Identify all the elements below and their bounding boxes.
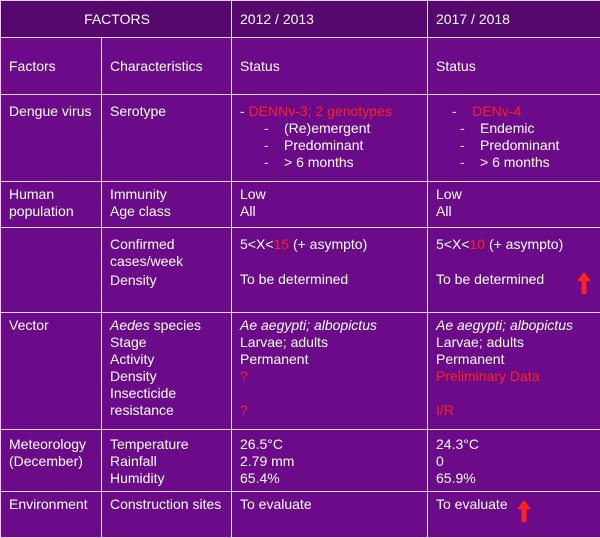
factor-environment: Environment (0, 491, 102, 538)
char-confirmed-cases: Confirmed cases/week (110, 235, 184, 269)
rainfall-2017: 0 (436, 452, 444, 469)
char-serotype: Serotype (101, 93, 232, 183)
cases-2017: 5<X<10 (+ asympto) (436, 235, 564, 252)
serotype-2012-headline: - DENNv-3; 2 genotypes (240, 102, 392, 119)
list-item: - (Re)emergent (264, 119, 371, 136)
status-2017-environment: To evaluate (427, 491, 600, 538)
factor-vector: Vector (0, 312, 102, 430)
activity-2012: Permanent (240, 351, 309, 368)
subheader-status-2012: Status (231, 37, 428, 95)
density-2012: To be determined (240, 270, 349, 287)
status-2012-serotype: - DENNv-3; 2 genotypes - (Re)emergent - Pr… (231, 93, 428, 183)
char-construction-sites: Construction sites (101, 491, 232, 538)
char-activity: Activity (110, 351, 155, 368)
char-density: Density (110, 271, 157, 288)
factor-dengue-virus: Dengue virus (0, 93, 102, 183)
serotype-2017-list: - Endemic - Predominant - > 6 months (436, 120, 594, 171)
char-immunity-age: Immunity Age class (101, 181, 232, 228)
status-2012-vector: Ae aegypti; albopictus Larvae; adults Pe… (231, 312, 428, 430)
density-2017: To be determined (436, 270, 545, 287)
list-item: - > 6 months (460, 153, 550, 170)
char-immunity: Immunity (110, 186, 167, 203)
serotype-2017-headline: - DENv-4 (452, 102, 522, 119)
rainfall-2012: 2.79 mm (240, 452, 295, 469)
serotype-2012-name: DENNv-3; 2 genotypes (248, 102, 392, 119)
temperature-2012: 26.5°C (240, 435, 283, 452)
factor-human-population: Human population (0, 181, 102, 228)
factor-empty (0, 226, 102, 314)
status-2012-human: Low All (231, 181, 428, 228)
char-vector: Aedes species Stage Activity Density Ins… (101, 312, 232, 430)
status-2017-meteo: 24.3°C 0 65.9% (427, 428, 600, 493)
header-2017-2018: 2017 / 2018 (427, 0, 600, 39)
char-age-class: Age class (110, 203, 171, 220)
status-2012-environment: To evaluate (231, 491, 428, 538)
status-2017-serotype: - DENv-4 - Endemic - Predominant - > 6 mont… (427, 93, 600, 183)
vector-density-2012: ? (240, 368, 248, 385)
status-2017-cases: 5<X<10 (+ asympto) To be determined (427, 226, 600, 314)
up-arrow-icon (577, 271, 591, 294)
resistance-2012: ? (240, 402, 248, 419)
char-humidity: Humidity (110, 469, 165, 486)
row-meteorology: Meteorology (December) Temperature Rainf… (0, 428, 600, 493)
header-row: FACTORS 2012 / 2013 2017 / 2018 (0, 0, 600, 39)
stage-2012: Larvae; adults (240, 334, 328, 351)
humidity-2012: 65.4% (240, 469, 280, 486)
char-meteorology: Temperature Rainfall Humidity (101, 428, 232, 493)
char-rainfall: Rainfall (110, 452, 157, 469)
char-aedes-species: Aedes species (110, 317, 202, 334)
stage-2017: Larvae; adults (436, 334, 524, 351)
row-dengue-virus: Dengue virus Serotype - DENNv-3; 2 genot… (0, 93, 600, 183)
temperature-2017: 24.3°C (436, 435, 479, 452)
row-confirmed-cases: Confirmed cases/week Density 5<X<15 (+ a… (0, 226, 600, 314)
vector-density-2017: Preliminary Data (436, 368, 540, 385)
factor-meteorology: Meteorology (December) (0, 428, 102, 493)
status-2012-cases: 5<X<15 (+ asympto) To be determined (231, 226, 428, 314)
environment-2017-value: To evaluate (436, 496, 508, 513)
status-2017-human: Low All (427, 181, 600, 228)
species-2017: Ae aegypti; albopictus (436, 317, 573, 334)
subheader-row: Factors Characteristics Status Status (0, 37, 600, 95)
resistance-2017: I/R (436, 402, 454, 419)
row-vector: Vector Aedes species Stage Activity Dens… (0, 312, 600, 430)
value-immunity-2012: Low (240, 186, 266, 203)
species-2012: Ae aegypti; albopictus (240, 317, 377, 334)
subheader-characteristics: Characteristics (101, 37, 232, 95)
status-2012-meteo: 26.5°C 2.79 mm 65.4% (231, 428, 428, 493)
humidity-2017: 65.9% (436, 469, 476, 486)
cases-2012: 5<X<15 (+ asympto) (240, 235, 368, 252)
activity-2017: Permanent (436, 351, 505, 368)
status-2017-vector: Ae aegypti; albopictus Larvae; adults Pe… (427, 312, 600, 430)
value-age-2017: All (436, 203, 452, 220)
serotype-2012-list: - (Re)emergent - Predominant - > 6 months (240, 120, 421, 171)
up-arrow-icon (517, 500, 531, 523)
value-age-2012: All (240, 203, 256, 220)
header-factors: FACTORS (0, 0, 232, 39)
list-item: - Predominant (264, 136, 364, 153)
serotype-2017-name: DENv-4 (472, 102, 522, 119)
value-immunity-2017: Low (436, 186, 462, 203)
list-item: - Endemic (460, 119, 535, 136)
char-stage: Stage (110, 334, 147, 351)
char-temperature: Temperature (110, 435, 189, 452)
list-item: - Predominant (460, 136, 560, 153)
subheader-status-2017: Status (427, 37, 600, 95)
header-2012-2013: 2012 / 2013 (231, 0, 428, 39)
cases-2017-number: 10 (469, 235, 486, 252)
char-vector-density: Density (110, 368, 157, 385)
cases-2012-number: 15 (273, 235, 290, 252)
list-item: - > 6 months (264, 153, 354, 170)
row-human-population: Human population Immunity Age class Low … (0, 181, 600, 228)
char-insecticide-resistance: Insecticide resistance (110, 385, 177, 419)
char-cases-density: Confirmed cases/week Density (101, 226, 232, 314)
row-environment: Environment Construction sites To evalua… (0, 491, 600, 538)
subheader-factors: Factors (0, 37, 102, 95)
